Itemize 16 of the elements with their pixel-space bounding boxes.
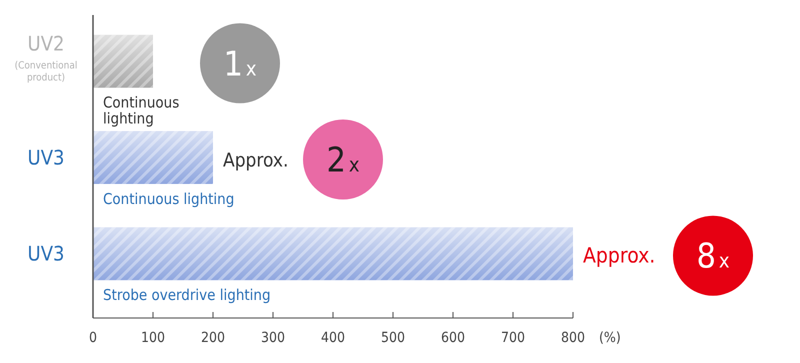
annotation: Continuous lighting xyxy=(103,94,180,128)
x-tick-label: 400 xyxy=(320,330,346,346)
y-tick-label: UV2 (Conventional product) xyxy=(14,31,78,84)
x-tick-label: 800 xyxy=(560,330,586,346)
x-tick-label: 200 xyxy=(200,330,226,346)
x-tick-label: 700 xyxy=(500,330,526,346)
x-tick-label: 100 xyxy=(140,330,166,346)
x-tick-label: 0 xyxy=(88,330,98,346)
x-axis-title: (%) xyxy=(599,330,621,346)
y-tick-label: UV3 xyxy=(28,146,64,170)
annotation: Continuous lighting xyxy=(103,190,234,208)
x-tick-label: 300 xyxy=(260,330,286,346)
x-tick-label: 500 xyxy=(380,330,406,346)
y-tick-label: UV3 xyxy=(28,242,64,266)
annotation: Strobe overdrive lighting xyxy=(103,286,271,304)
x-tick-label: 600 xyxy=(440,330,466,346)
